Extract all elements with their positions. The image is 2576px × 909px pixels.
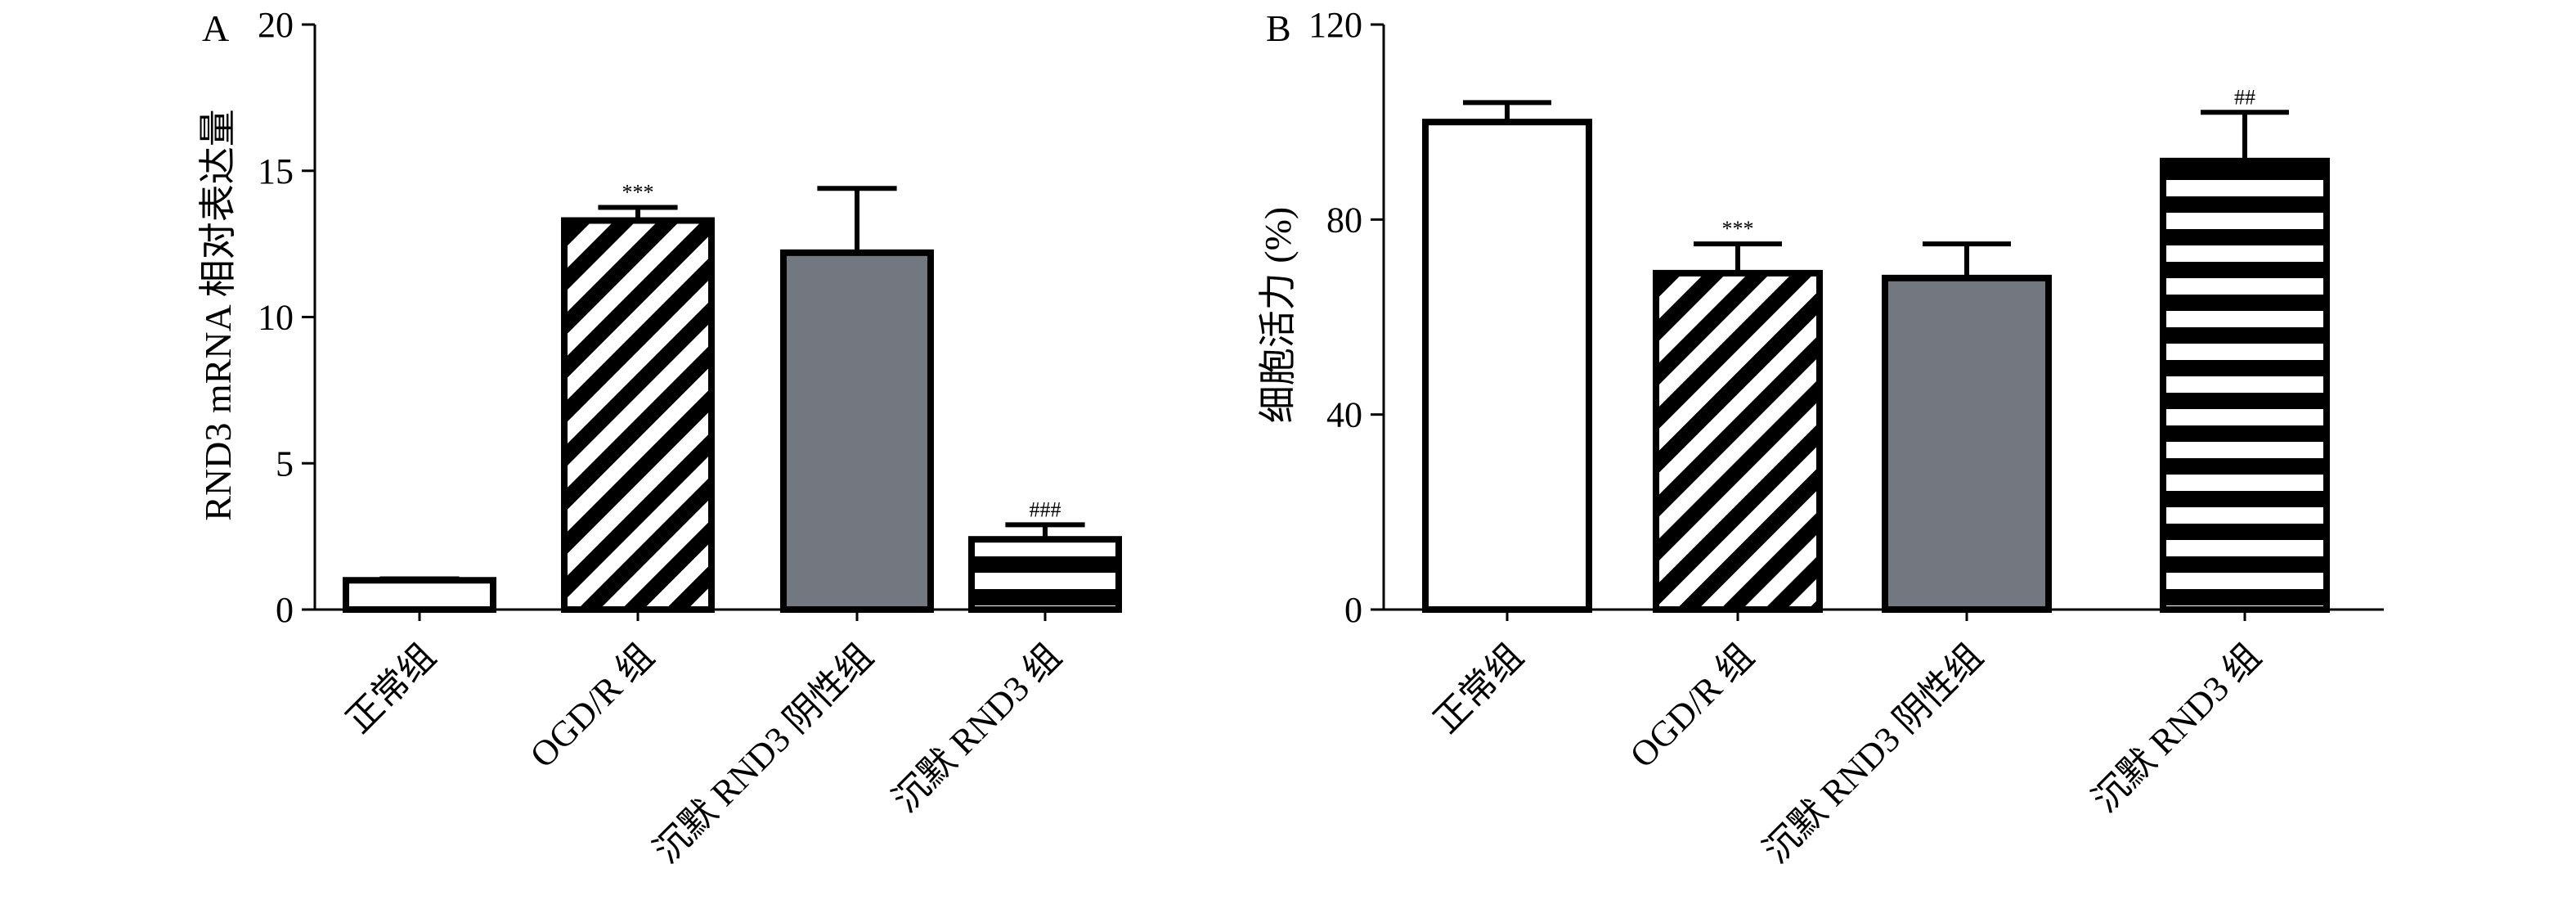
panel-b-letter: B xyxy=(1266,7,1291,49)
y-tick-label: 120 xyxy=(1308,5,1362,45)
panel-b-y-axis-title: 细胞活力 (%) xyxy=(1257,207,1299,423)
panel-b-significance-labels: *** ## xyxy=(1722,85,2256,241)
y-tick-label: 40 xyxy=(1326,395,1362,435)
category-label: 沉默 RND3 组 xyxy=(885,636,1069,820)
panel-b-bars xyxy=(1422,119,2330,614)
panel-a-letter: A xyxy=(202,7,229,49)
panel-a-y-axis-title: RND3 mRNA 相对表达量 xyxy=(197,109,239,520)
significance-label: *** xyxy=(622,180,654,204)
significance-label: ### xyxy=(1030,497,1061,521)
bar-2 xyxy=(1653,269,1823,613)
panel-b-y-ticks: 0 40 80 120 xyxy=(1308,5,1384,630)
panel-a-significance-labels: *** ### xyxy=(622,180,1061,521)
bar-1 xyxy=(1422,119,1592,613)
y-tick-label: 5 xyxy=(276,443,294,484)
panel-a: A RND3 mRNA 相对表达量 0 5 10 15 20 *** ### 正常组 OGD… xyxy=(197,5,1122,871)
bar-4 xyxy=(968,536,1122,614)
bar-2 xyxy=(561,217,715,613)
panel-b-category-labels: 正常组 OGD/R 组沉默 RND3 阴性组 沉默 RND3 组 xyxy=(1426,636,2269,871)
panel-b-error-bars xyxy=(1463,100,2289,278)
category-label: OGD/R 组 xyxy=(523,636,662,775)
panel-a-x-ticks xyxy=(418,610,1047,621)
significance-label: *** xyxy=(1722,217,1754,241)
bar-3 xyxy=(1882,274,2052,613)
category-label: 沉默 RND3 阴性组 xyxy=(646,636,881,871)
panel-b-x-ticks xyxy=(1506,610,2246,621)
significance-label: ## xyxy=(2234,85,2255,109)
bar-4 xyxy=(2160,157,2330,614)
category-label: 正常组 xyxy=(1426,636,1531,740)
y-tick-label: 0 xyxy=(1344,590,1362,630)
bar-1 xyxy=(343,577,496,613)
category-label: 沉默 RND3 阴性组 xyxy=(1756,636,1990,871)
panel-a-error-bars xyxy=(379,186,1085,582)
category-label: 正常组 xyxy=(339,636,443,740)
category-label: OGD/R 组 xyxy=(1622,636,1761,775)
panel-a-category-labels: 正常组 OGD/R 组沉默 RND3 阴性组 沉默 RND3 组 xyxy=(339,636,1069,871)
y-tick-label: 0 xyxy=(276,590,294,630)
y-tick-label: 80 xyxy=(1326,200,1362,240)
y-tick-label: 20 xyxy=(258,5,294,45)
y-tick-label: 10 xyxy=(258,298,294,338)
y-tick-label: 15 xyxy=(258,151,294,191)
panel-a-y-ticks: 0 5 10 15 20 xyxy=(258,5,315,630)
category-label: 沉默 RND3 组 xyxy=(2085,636,2269,820)
panel-a-bars xyxy=(343,217,1122,614)
bar-3 xyxy=(780,249,934,613)
